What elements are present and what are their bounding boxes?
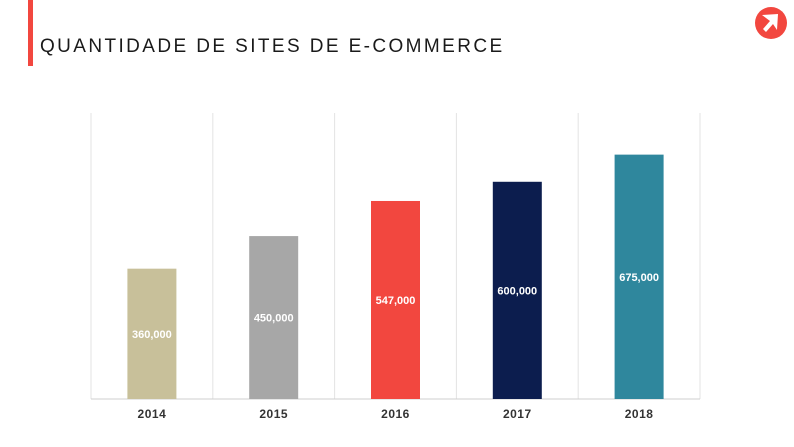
x-tick-label-2015: 2015 bbox=[259, 407, 288, 421]
bar-2015 bbox=[249, 236, 299, 399]
accent-bar bbox=[28, 0, 33, 66]
data-label-2018: 675,000 bbox=[619, 272, 659, 284]
x-tick-label-2017: 2017 bbox=[503, 407, 532, 421]
logo-arrow bbox=[762, 14, 778, 32]
data-label-2015: 450,000 bbox=[254, 313, 294, 325]
x-tick-label-2018: 2018 bbox=[625, 407, 654, 421]
data-label-2016: 547,000 bbox=[376, 295, 416, 307]
data-label-2014: 360,000 bbox=[132, 329, 172, 341]
bar-2016 bbox=[371, 200, 420, 399]
x-tick-label-2016: 2016 bbox=[381, 407, 410, 421]
data-label-2017: 600,000 bbox=[497, 285, 537, 297]
page-title: QUANTIDADE DE SITES DE E-COMMERCE bbox=[40, 36, 505, 57]
bar-2018 bbox=[614, 154, 664, 399]
bar-2014 bbox=[127, 268, 177, 399]
bar-2017 bbox=[492, 181, 542, 399]
x-tick-label-2014: 2014 bbox=[138, 407, 167, 421]
arrow-cursor-icon bbox=[755, 7, 787, 39]
